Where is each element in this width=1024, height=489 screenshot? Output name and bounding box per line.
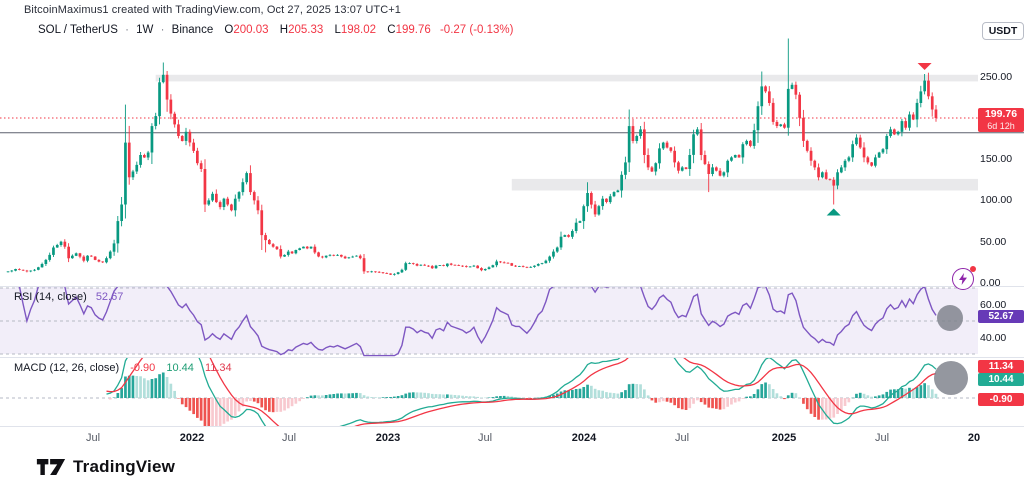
time-axis-label: 2023 — [375, 432, 401, 444]
rsi-axis-label: 40.00 — [980, 332, 1007, 344]
change-value: -0.27 (-0.13%) — [439, 24, 514, 36]
price-axis-label: 150.00 — [980, 153, 1013, 165]
rsi-value-badge: 52.67 — [978, 310, 1024, 323]
cursor-overlay-circle — [934, 361, 968, 395]
legend-separator: · — [160, 24, 165, 36]
macd-signal-line — [106, 358, 937, 426]
price-axis-label: 250.00 — [980, 71, 1013, 83]
high-value: 205.33 — [288, 24, 324, 36]
rsi-value: 52.67 — [95, 291, 124, 303]
rsi-label[interactable]: RSI (14, close) — [14, 291, 87, 303]
time-axis-label: 2024 — [571, 432, 597, 444]
boost-icon[interactable] — [952, 266, 976, 290]
open-label: O — [224, 24, 234, 36]
time-axis-label: 2022 — [179, 432, 205, 444]
time-axis-label: Jul — [874, 432, 890, 444]
buy-marker-icon — [826, 208, 841, 216]
tradingview-logo-text: TradingView — [73, 457, 176, 476]
time-axis-label: Jul — [674, 432, 690, 444]
time-axis-label: Jul — [281, 432, 297, 444]
notification-dot — [970, 266, 976, 272]
tradingview-logo-icon — [36, 459, 66, 475]
macd-line-badge: 10.44 — [978, 373, 1024, 386]
macd-histogram-value: -0.90 — [130, 362, 156, 374]
bar-countdown: 6d 12h — [987, 121, 1015, 131]
sell-marker-icon — [917, 63, 932, 70]
macd-line-value: 10.44 — [166, 362, 194, 374]
supply-zone — [155, 74, 978, 82]
price-chart-pane[interactable] — [0, 0, 1024, 286]
rsi-pane[interactable] — [0, 287, 1024, 357]
price-axis-label: 50.00 — [980, 236, 1007, 248]
close-label: C — [387, 24, 396, 36]
time-axis-label: 2025 — [771, 432, 797, 444]
cursor-overlay-circle — [937, 305, 963, 331]
symbol-legend: SOL / TetherUS · 1W · Binance O200.03 H2… — [38, 24, 513, 36]
macd-signal-badge: 11.34 — [978, 360, 1024, 373]
demand-zone — [511, 178, 978, 191]
currency-button[interactable]: USDT — [982, 22, 1024, 40]
attribution-text: BitcoinMaximus1 created with TradingView… — [24, 4, 402, 16]
time-axis-label: Jul — [85, 432, 101, 444]
macd-pane[interactable] — [0, 358, 1024, 426]
price-axis[interactable]: 250.00 150.00 100.00 50.00 0.00 199.76 6d 12h… — [948, 0, 1024, 448]
time-axis[interactable]: Jul 2022 Jul 2023 Jul 2024 Jul 2025 Jul 20 — [0, 426, 1024, 450]
rsi-legend: RSI (14, close) 52.67 — [14, 291, 123, 303]
lightning-bolt-icon — [959, 273, 967, 285]
interval-label[interactable]: 1W — [136, 24, 154, 36]
close-value: 199.76 — [395, 24, 431, 36]
macd-label[interactable]: MACD (12, 26, close) — [14, 362, 120, 374]
exchange-label[interactable]: Binance — [171, 24, 214, 36]
rsi-axis-label: 60.00 — [980, 299, 1007, 311]
high-label: H — [279, 24, 289, 36]
macd-signal-value: 11.34 — [204, 362, 232, 374]
tradingview-logo[interactable]: TradingView — [36, 457, 175, 477]
symbol-title[interactable]: SOL / TetherUS — [38, 24, 118, 36]
low-label: L — [334, 24, 341, 36]
legend-separator: · — [125, 24, 129, 36]
footer: TradingView — [0, 449, 1024, 489]
open-value: 200.03 — [233, 24, 269, 36]
low-value: 198.02 — [340, 24, 377, 36]
macd-legend: MACD (12, 26, close) -0.90 10.44 11.34 — [14, 362, 232, 374]
current-price-badge: 199.76 6d 12h — [978, 108, 1024, 132]
pane-separator[interactable] — [0, 286, 1024, 287]
time-axis-label: 20 — [967, 432, 981, 444]
time-axis-label: Jul — [477, 432, 493, 444]
price-axis-label: 0.00 — [980, 277, 1001, 289]
rsi-line — [15, 287, 937, 357]
price-axis-label: 100.00 — [980, 194, 1013, 206]
pane-separator[interactable] — [0, 357, 1024, 358]
macd-histogram-badge: -0.90 — [978, 393, 1024, 406]
